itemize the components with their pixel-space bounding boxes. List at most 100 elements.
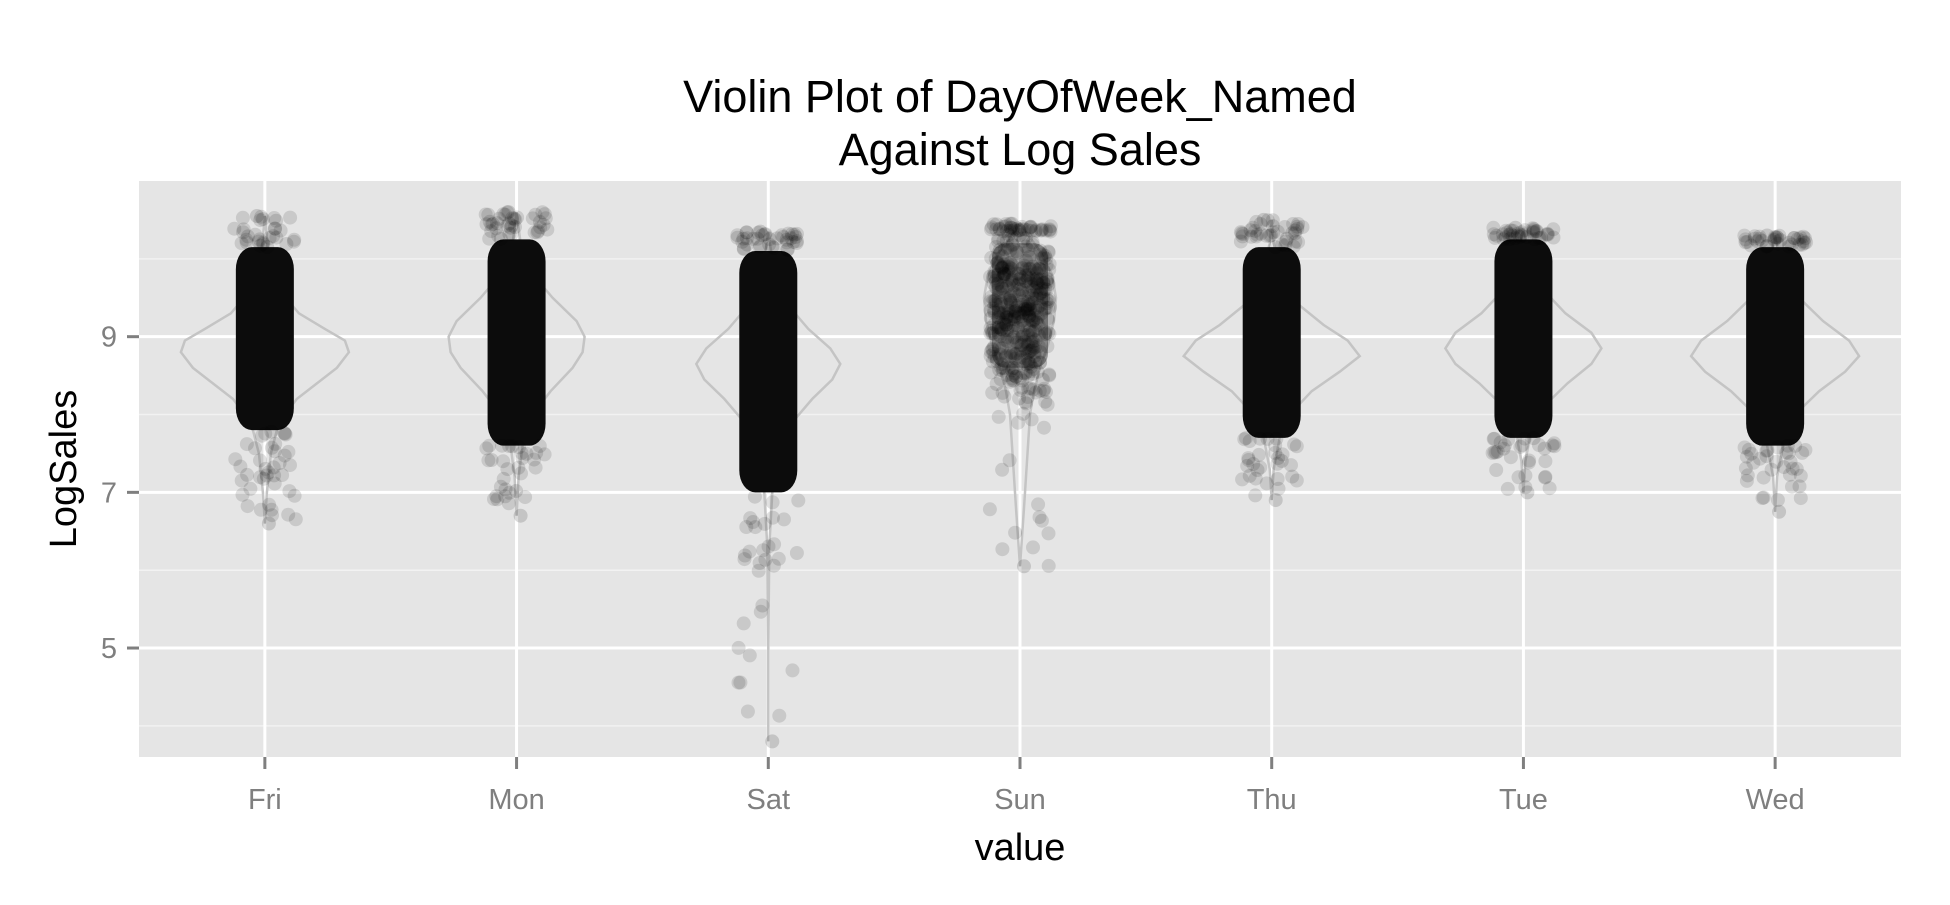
jitter-point [994,297,1008,312]
jitter-point [1039,282,1054,297]
jitter-point [1510,228,1525,243]
jitter-point [1012,353,1027,368]
jitter-point [1487,445,1502,460]
jitter-point [1015,329,1030,344]
jitter-point [992,242,1007,257]
jitter-point [995,385,1010,400]
jitter-point [1023,219,1038,234]
jitter-point [999,279,1014,294]
jitter-point [1014,219,1029,234]
violin-group-sat [694,224,842,749]
jitter-point [1515,438,1530,453]
jitter-point [1021,356,1036,371]
jitter-point [998,290,1012,305]
jitter-point [994,322,1009,337]
jitter-point [1032,261,1047,276]
jitter-point [1755,233,1769,248]
jitter-point [1021,353,1036,368]
jitter-point [1010,310,1025,325]
jitter-point [1007,312,1022,327]
jitter-point [1538,470,1553,485]
jitter-point [998,219,1013,234]
jitter-point [1004,324,1019,339]
jitter-point [1779,445,1794,460]
jitter-point [507,211,521,226]
jitter-point [988,268,1002,283]
jitter-point [532,214,547,229]
jitter-point [987,264,1002,279]
jitter-point [1275,237,1290,252]
jitter-point [1013,228,1027,242]
jitter-point [1036,383,1051,398]
jitter-point [1027,262,1042,277]
jitter-point [995,363,1010,378]
jitter-point [985,326,1000,341]
jitter-point [1043,219,1058,234]
jitter-point [1013,306,1028,321]
jitter-point [1009,346,1024,361]
jitter-point [1012,223,1026,238]
jitter-point [1527,232,1542,247]
jitter-point [752,240,767,255]
jitter-point [995,259,1010,274]
jitter-point [1513,439,1528,454]
jitter-point [1495,227,1510,242]
jitter-point [1042,262,1057,277]
jitter-point [1039,274,1054,289]
jitter-point [1019,274,1033,289]
jitter-point [1769,230,1784,244]
jitter-point [1531,438,1546,452]
jitter-point [789,236,804,250]
jitter-point [509,484,524,498]
jitter-point [1003,220,1018,235]
jitter-point [1010,277,1025,292]
jitter-point [1740,234,1755,249]
jitter-point [780,242,795,257]
jitter-point [990,255,1005,270]
jitter-point [1036,275,1051,290]
jitter-point [1027,301,1042,316]
jitter-point [1546,230,1561,245]
jitter-point [1014,222,1029,237]
jitter-point [1004,229,1019,244]
jitter-point [1787,231,1801,245]
jitter-point [1764,462,1779,477]
jitter-point [986,326,1000,341]
jitter-point [1018,395,1033,409]
y-tick-label: 9 [101,322,117,354]
jitter-point [1017,222,1032,237]
jitter-point [1750,234,1765,249]
jitter-point [1287,437,1302,452]
jitter-point [788,230,803,244]
jitter-point [1014,309,1029,324]
jitter-point [998,332,1012,347]
jitter-point [1003,349,1018,364]
jitter-point [1041,245,1056,260]
jitter-point [1036,275,1051,290]
jitter-point [495,438,509,453]
jitter-point [267,468,282,483]
jitter-point [780,242,795,257]
jitter-point [1003,243,1018,258]
jitter-point [1785,461,1800,476]
jitter-point [1009,305,1024,320]
jitter-point [1040,311,1055,326]
jitter-point [1503,227,1518,241]
jitter-point [1023,357,1038,371]
jitter-point [498,482,513,497]
jitter-point [1032,287,1047,302]
jitter-point [1012,223,1027,238]
jitter-point [288,512,303,527]
jitter-point [995,462,1010,477]
jitter-point [1242,434,1257,448]
jitter-point [743,511,758,526]
jitter-point [1030,310,1045,325]
jitter-point [1798,443,1813,457]
jitter-point [484,217,499,232]
jitter-point [496,454,511,469]
jitter-point [1030,364,1045,379]
jitter-point [1037,381,1052,396]
jitter-point [990,268,1005,283]
min-point [765,734,780,749]
jitter-point [1260,213,1275,228]
